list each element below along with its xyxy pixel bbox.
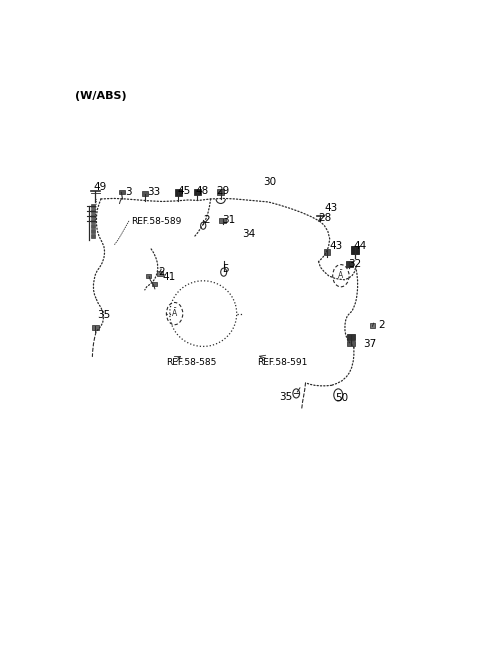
Text: 45: 45 xyxy=(177,186,191,196)
Bar xyxy=(146,274,151,277)
Text: REF.58-591: REF.58-591 xyxy=(257,358,308,367)
Bar xyxy=(219,218,226,222)
Bar xyxy=(91,214,96,218)
Bar xyxy=(91,209,96,213)
Text: $\bar{\mathrm{A}}$: $\bar{\mathrm{A}}$ xyxy=(337,268,345,281)
Bar xyxy=(175,190,181,196)
Text: 30: 30 xyxy=(263,177,276,187)
Text: 32: 32 xyxy=(348,259,361,269)
Bar xyxy=(324,249,330,255)
Bar xyxy=(157,271,163,276)
Text: 44: 44 xyxy=(354,241,367,251)
Text: 33: 33 xyxy=(147,188,161,197)
Bar xyxy=(142,192,148,196)
Bar xyxy=(217,190,224,195)
Text: 43: 43 xyxy=(324,203,337,213)
Text: 2: 2 xyxy=(378,319,384,330)
Text: 50: 50 xyxy=(335,393,348,403)
Text: 35: 35 xyxy=(279,392,293,402)
Bar xyxy=(370,323,375,328)
Bar xyxy=(152,282,157,286)
Text: 34: 34 xyxy=(242,229,255,239)
Text: 2: 2 xyxy=(203,215,210,225)
Bar xyxy=(91,229,96,233)
Text: 31: 31 xyxy=(222,215,235,225)
Text: 2: 2 xyxy=(158,267,165,277)
Bar xyxy=(91,234,96,238)
Text: 48: 48 xyxy=(196,186,209,196)
Bar xyxy=(119,190,125,194)
Bar xyxy=(194,189,201,195)
Bar xyxy=(347,341,355,346)
Text: REF.58-585: REF.58-585 xyxy=(166,358,216,367)
Bar xyxy=(92,325,99,330)
Text: 41: 41 xyxy=(162,272,176,282)
Text: 37: 37 xyxy=(363,339,376,349)
Text: $\bar{\mathrm{A}}$: $\bar{\mathrm{A}}$ xyxy=(171,306,178,319)
Bar xyxy=(91,224,96,228)
Text: 49: 49 xyxy=(94,182,107,192)
Text: 28: 28 xyxy=(319,213,332,222)
Text: 29: 29 xyxy=(216,186,229,196)
Text: 5: 5 xyxy=(222,264,228,274)
Bar xyxy=(346,260,353,267)
Bar xyxy=(347,335,355,340)
Text: REF.58-589: REF.58-589 xyxy=(131,216,181,226)
Text: 35: 35 xyxy=(97,310,110,319)
Bar xyxy=(351,246,359,254)
Bar xyxy=(91,219,96,222)
Text: 43: 43 xyxy=(330,241,343,251)
Text: 3: 3 xyxy=(125,188,132,197)
Text: (W/ABS): (W/ABS) xyxy=(75,91,127,101)
Bar xyxy=(91,204,96,207)
